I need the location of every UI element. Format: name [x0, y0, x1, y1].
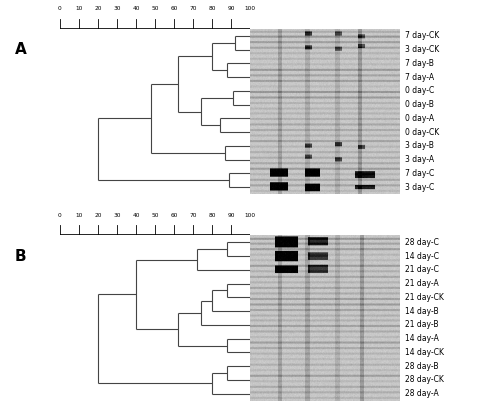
Text: 14 day-B: 14 day-B	[405, 306, 438, 316]
Text: 100: 100	[244, 6, 256, 11]
Text: 80: 80	[208, 6, 216, 11]
Text: 14 day-C: 14 day-C	[405, 252, 439, 261]
Text: 50: 50	[151, 213, 159, 218]
Text: 40: 40	[132, 6, 140, 11]
Text: 30: 30	[113, 213, 121, 218]
Text: 14 day-CK: 14 day-CK	[405, 348, 444, 357]
Text: 3 day-B: 3 day-B	[405, 141, 434, 150]
Text: 7 day-A: 7 day-A	[405, 73, 434, 82]
Text: 70: 70	[189, 213, 197, 218]
Text: 21 day-B: 21 day-B	[405, 320, 438, 330]
Text: 7 day-C: 7 day-C	[405, 169, 434, 178]
Text: 60: 60	[170, 213, 177, 218]
Text: 90: 90	[227, 6, 235, 11]
Text: 28 day-CK: 28 day-CK	[405, 375, 444, 385]
Text: 3 day-A: 3 day-A	[405, 155, 434, 164]
Text: 0 day-A: 0 day-A	[405, 114, 434, 123]
Text: 21 day-A: 21 day-A	[405, 279, 438, 288]
Text: 21 day-C: 21 day-C	[405, 265, 438, 274]
Text: 28 day-C: 28 day-C	[405, 238, 438, 247]
Text: 100: 100	[244, 213, 256, 218]
Text: 80: 80	[208, 213, 216, 218]
Text: 7 day-B: 7 day-B	[405, 59, 434, 68]
Text: 90: 90	[227, 213, 235, 218]
Text: 28 day-A: 28 day-A	[405, 389, 438, 398]
Text: A: A	[15, 42, 27, 57]
Text: 70: 70	[189, 6, 197, 11]
Text: 20: 20	[94, 213, 102, 218]
Text: 0: 0	[58, 6, 62, 11]
Text: 40: 40	[132, 213, 140, 218]
Text: 20: 20	[94, 6, 102, 11]
Text: 30: 30	[113, 6, 121, 11]
Text: 10: 10	[76, 6, 82, 11]
Text: 0 day-CK: 0 day-CK	[405, 128, 439, 137]
Text: 0 day-B: 0 day-B	[405, 100, 434, 109]
Text: 10: 10	[76, 213, 82, 218]
Text: 0 day-C: 0 day-C	[405, 86, 434, 95]
Text: 21 day-CK: 21 day-CK	[405, 293, 444, 302]
Text: 50: 50	[151, 6, 159, 11]
Text: 60: 60	[170, 6, 177, 11]
Text: 0: 0	[58, 213, 62, 218]
Text: 28 day-B: 28 day-B	[405, 362, 438, 371]
Text: 14 day-A: 14 day-A	[405, 334, 438, 343]
Text: 3 day-CK: 3 day-CK	[405, 45, 439, 54]
Text: 3 day-C: 3 day-C	[405, 183, 434, 192]
Text: 7 day-CK: 7 day-CK	[405, 31, 439, 40]
Text: B: B	[15, 249, 26, 263]
